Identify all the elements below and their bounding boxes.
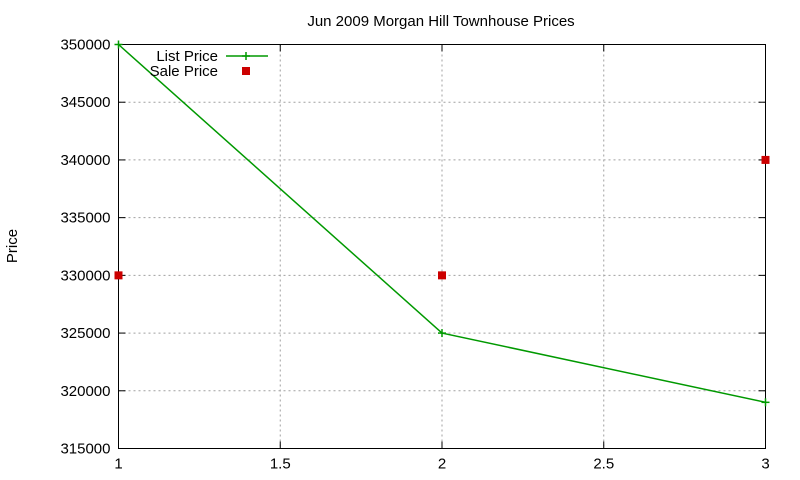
series-sale-price	[114, 155, 770, 280]
y-tick-label: 335000	[60, 210, 110, 227]
x-tick-label: 2	[438, 456, 446, 473]
x-tick-label: 2.5	[593, 456, 614, 473]
y-tick-label: 325000	[60, 325, 110, 342]
data-point	[761, 398, 770, 407]
legend-label: List Price	[156, 48, 218, 65]
x-tick-label: 1	[114, 456, 122, 473]
data-point	[114, 40, 123, 49]
legend-swatch-marker	[242, 67, 250, 75]
series-list-price	[114, 40, 770, 407]
y-tick-label: 345000	[60, 94, 110, 111]
grid	[118, 44, 766, 449]
data-point	[114, 271, 123, 280]
series	[114, 40, 770, 407]
y-axis-label: Price	[4, 229, 21, 263]
legend-label: Sale Price	[150, 63, 218, 80]
series-line	[118, 43, 766, 404]
data-point	[438, 329, 446, 338]
y-tick-label: 330000	[60, 267, 110, 284]
data-point	[438, 271, 446, 280]
axis-ticks: 1 1.5 2 2.5 3 315000 320000 325000 330000 335000 3…	[60, 37, 769, 473]
y-tick-label: 320000	[60, 383, 110, 400]
chart-title: Jun 2009 Morgan Hill Townhouse Prices	[307, 13, 574, 30]
y-tick-label: 350000	[60, 37, 110, 54]
y-tick-label: 340000	[60, 152, 110, 169]
x-tick-label: 1.5	[270, 456, 291, 473]
x-tick-label: 3	[761, 456, 769, 473]
y-tick-label: 315000	[60, 441, 110, 458]
data-point	[761, 155, 770, 164]
legend-swatch-marker	[242, 52, 250, 60]
